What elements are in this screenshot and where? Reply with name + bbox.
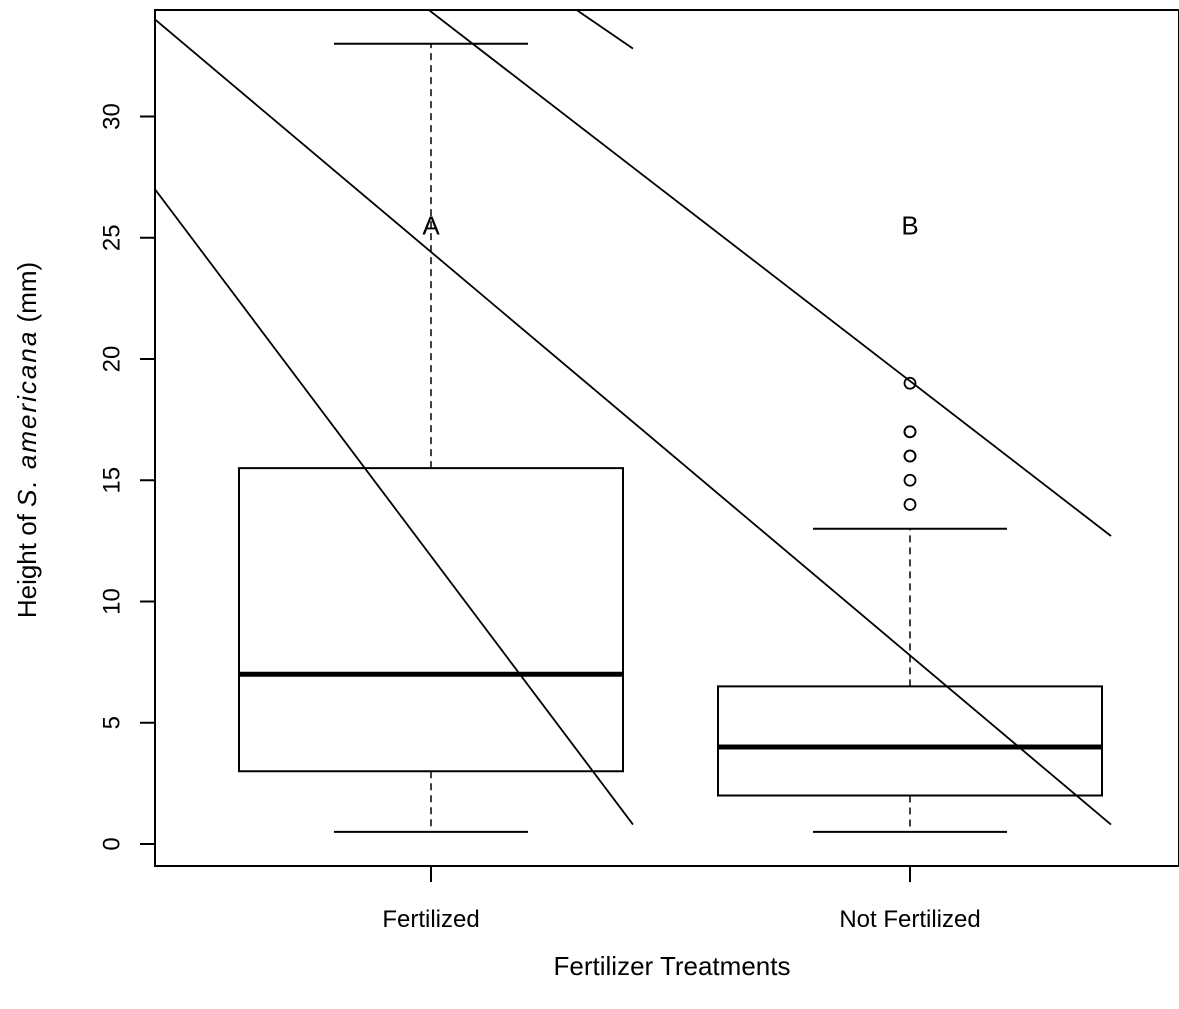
outlier-point-1-3: [903, 449, 917, 463]
y-tick-label-25: 25: [99, 224, 126, 251]
y-tick-label-0: 0: [99, 837, 126, 850]
letter-a-gap: [447, 181, 467, 198]
y-axis-title: Height of S. americana (mm): [12, 262, 42, 618]
outlier-point-1-5: [903, 425, 917, 439]
annotation-lines: [155, 10, 1112, 826]
y-tick-label-15: 15: [99, 467, 126, 494]
box-group-0: A: [238, 42, 624, 833]
x-axis: Fertilized Not Fertilized: [382, 866, 981, 933]
outlier-point-1-1: [903, 473, 917, 487]
box-1: [717, 685, 1103, 797]
group-letter-0: A: [422, 211, 440, 241]
y-axis: 0 5 10 15 20 25 30: [99, 103, 155, 851]
y-axis-title-species: S. americana: [12, 330, 42, 507]
x-tick-label-0: Fertilized: [382, 906, 479, 933]
x-axis-title: Fertilizer Treatments: [554, 951, 791, 981]
y-tick-label-20: 20: [99, 346, 126, 373]
y-tick-label-10: 10: [99, 588, 126, 615]
annotation-line-1: [155, 188, 634, 826]
outlier-point-1-6: [903, 376, 917, 390]
y-axis-title-suffix: (mm): [12, 262, 42, 330]
annotation-line-0: [155, 18, 1112, 826]
box-group-1: B: [717, 211, 1103, 833]
y-tick-label-30: 30: [99, 103, 126, 130]
annotation-line-2: [427, 10, 1112, 537]
annotation-line-3: [575, 10, 634, 50]
box-0: [238, 467, 624, 773]
y-tick-label-5: 5: [99, 716, 126, 729]
group-letter-1: B: [901, 211, 918, 241]
outlier-point-1-0: [903, 498, 917, 511]
plot-frame: [154, 9, 1179, 867]
x-tick-label-1: Not Fertilized: [839, 906, 980, 933]
y-axis-title-prefix: Height of: [12, 507, 42, 618]
